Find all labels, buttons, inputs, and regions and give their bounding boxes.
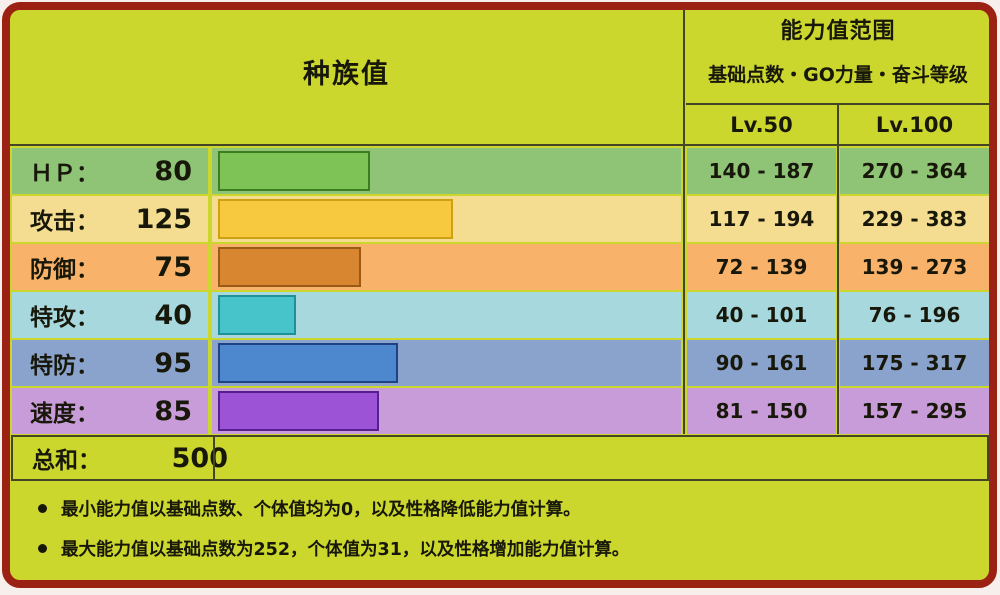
stat-label-cell: 特防： 95	[12, 340, 208, 386]
stat-range-lv50: 40 - 101	[687, 292, 836, 338]
stat-range-lv50: 90 - 161	[687, 340, 836, 386]
column-header-lv50: Lv.50	[730, 113, 793, 137]
stat-value: 40	[154, 299, 192, 331]
stat-range-lv100: 175 - 317	[840, 340, 989, 386]
stat-range-subheader: 基础点数・GO力量・奋斗等级	[708, 64, 968, 86]
stat-bar	[218, 151, 370, 191]
stat-bar-cell	[212, 148, 681, 194]
total-name: 总和：	[32, 448, 101, 474]
column-header-lv100: Lv.100	[875, 113, 954, 137]
stat-label-cell: 速度： 85	[12, 388, 208, 434]
divider-under-subheader	[686, 103, 990, 105]
bullet-icon	[38, 503, 47, 513]
stat-bar-cell	[212, 340, 681, 386]
stat-row: 防御： 75 72 - 139 139 - 273	[0, 244, 1000, 290]
stat-value: 95	[154, 347, 192, 379]
stat-bar-cell	[212, 244, 681, 290]
bullet-icon	[38, 543, 47, 553]
stat-bar	[218, 295, 296, 335]
divider-under-header	[10, 144, 990, 146]
divider-lv-columns	[837, 103, 839, 434]
stat-range-lv50: 140 - 187	[687, 148, 836, 194]
total-label-cell: 总和： 500	[14, 437, 244, 479]
stat-label-cell: 攻击： 125	[12, 196, 208, 242]
footnote-max: 最大能力值以基础点数为252，个体值为31，以及性格增加能力值计算。	[38, 533, 968, 563]
stat-name: 速度：	[30, 401, 99, 427]
stat-row: 特防： 95 90 - 161 175 - 317	[0, 340, 1000, 386]
stat-name: ＨＰ：	[30, 161, 99, 187]
stat-label-cell: 特攻： 40	[12, 292, 208, 338]
total-row-divider	[213, 437, 215, 479]
total-value: 500	[171, 442, 228, 474]
stat-row: 特攻： 40 40 - 101 76 - 196	[0, 292, 1000, 338]
total-row: 总和： 500	[11, 435, 989, 481]
stat-bar-cell	[212, 196, 681, 242]
footnote-min-text: 最小能力值以基础点数、个体值均为0，以及性格降低能力值计算。	[61, 499, 581, 520]
stat-range-lv50: 81 - 150	[687, 388, 836, 434]
stat-range-lv50: 72 - 139	[687, 244, 836, 290]
stat-row: 攻击： 125 117 - 194 229 - 383	[0, 196, 1000, 242]
stat-range-header: 能力值范围	[780, 19, 896, 44]
stat-name: 防御：	[30, 257, 99, 283]
stat-range-lv100: 229 - 383	[840, 196, 989, 242]
stat-label-cell: 防御： 75	[12, 244, 208, 290]
stat-label-cell: ＨＰ： 80	[12, 148, 208, 194]
stat-range-lv50: 117 - 194	[687, 196, 836, 242]
stat-value: 85	[154, 395, 192, 427]
stat-row: 速度： 85 81 - 150 157 - 295	[0, 388, 1000, 434]
stat-name: 攻击：	[30, 209, 99, 235]
stat-range-lv100: 157 - 295	[840, 388, 989, 434]
stat-range-lv100: 76 - 196	[840, 292, 989, 338]
stat-bar	[218, 247, 361, 287]
stat-range-lv100: 139 - 273	[840, 244, 989, 290]
stat-name: 特防：	[30, 353, 99, 379]
stat-bar	[218, 343, 398, 383]
base-stats-header: 种族值	[303, 59, 390, 90]
stat-bar	[218, 391, 379, 431]
stat-range-lv100: 270 - 364	[840, 148, 989, 194]
stat-bar	[218, 199, 453, 239]
stat-bar-cell	[212, 292, 681, 338]
stat-value: 125	[135, 203, 192, 235]
stat-bar-cell	[212, 388, 681, 434]
divider-left-right-sections	[683, 10, 685, 434]
stat-name: 特攻：	[30, 305, 99, 331]
stat-row: ＨＰ： 80 140 - 187 270 - 364	[0, 148, 1000, 194]
stat-value: 80	[154, 155, 192, 187]
footnote-max-text: 最大能力值以基础点数为252，个体值为31，以及性格增加能力值计算。	[61, 539, 630, 560]
stat-value: 75	[154, 251, 192, 283]
footnote-min: 最小能力值以基础点数、个体值均为0，以及性格降低能力值计算。	[38, 493, 968, 523]
